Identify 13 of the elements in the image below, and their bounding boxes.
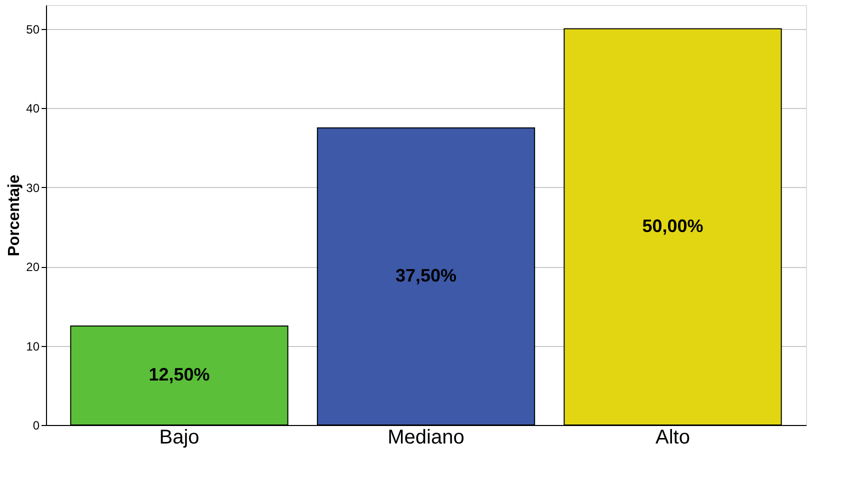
data-label: 12,50%: [148, 364, 210, 384]
y-tick-label: 0: [32, 418, 40, 432]
x-tick-label: Mediano: [388, 426, 464, 448]
data-label: 50,00%: [642, 216, 704, 236]
y-tick-label: 50: [26, 22, 40, 36]
y-axis-title: Porcentaje: [6, 174, 24, 256]
y-tick-label: 30: [26, 180, 40, 195]
y-tick-label: 20: [26, 260, 40, 274]
x-tick-label: Bajo: [159, 426, 200, 448]
y-tick-label: 10: [26, 339, 40, 354]
data-label: 37,50%: [395, 265, 457, 286]
y-tick-label: 40: [26, 102, 40, 116]
x-tick-label: Alto: [656, 426, 690, 448]
